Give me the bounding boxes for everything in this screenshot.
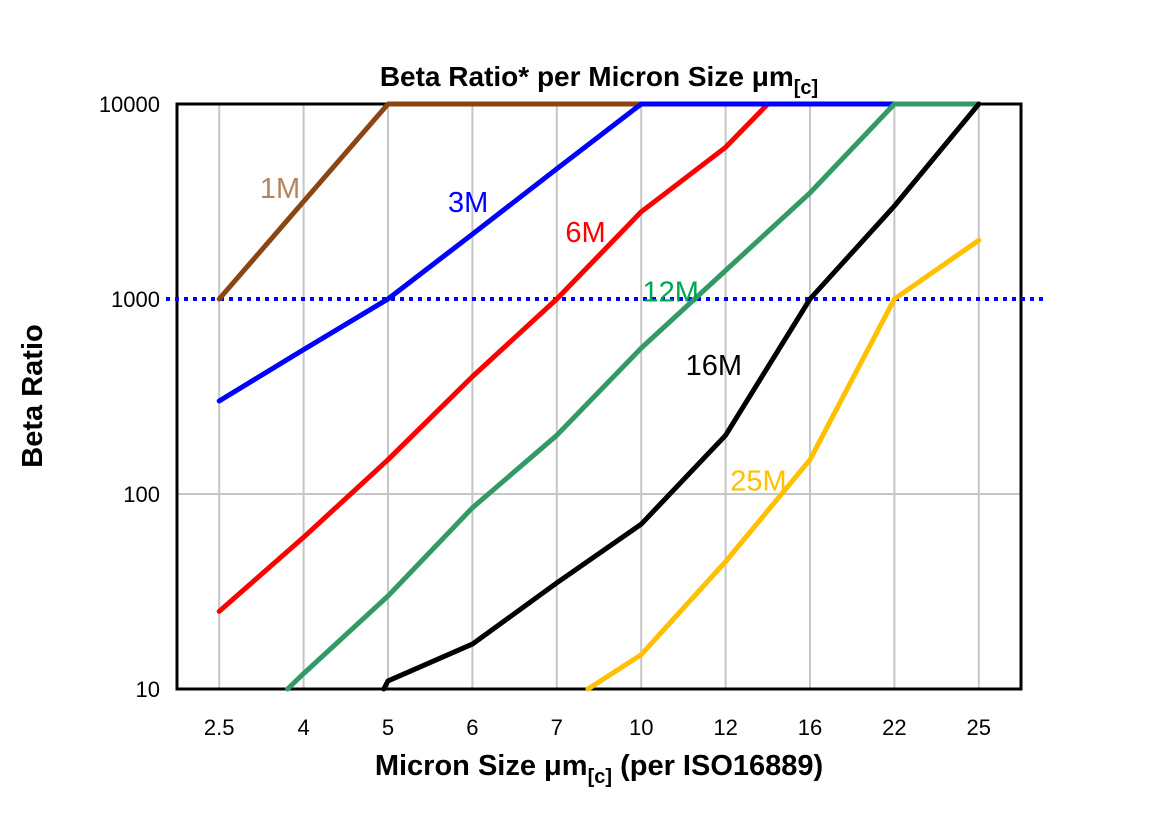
series-label-12M: 12M xyxy=(643,277,699,309)
y-tick-label: 100 xyxy=(123,482,160,507)
x-tick-label: 4 xyxy=(297,715,309,740)
series-lines xyxy=(216,101,982,692)
x-tick-label: 22 xyxy=(882,715,906,740)
series-line-16M xyxy=(381,101,982,692)
x-tick-label: 5 xyxy=(382,715,394,740)
x-tick-label: 6 xyxy=(466,715,478,740)
series-labels: 6M 1M 3M 12M 16M 25M xyxy=(260,173,787,498)
series-label-16M: 16M xyxy=(686,350,742,382)
series-label-1M: 1M xyxy=(260,173,300,205)
chart-title: Beta Ratio* per Micron Size μm[c] xyxy=(380,61,818,99)
series-label-25M: 25M xyxy=(730,466,786,498)
x-tick-label: 16 xyxy=(798,715,822,740)
x-tick-label: 25 xyxy=(967,715,991,740)
y-tick-label: 10 xyxy=(136,677,160,702)
x-tick-label: 10 xyxy=(629,715,653,740)
y-axis-title: Beta Ratio xyxy=(17,324,49,467)
y-tick-label: 1000 xyxy=(111,287,160,312)
series-line-12M xyxy=(285,101,982,692)
x-axis-title: Micron Size μm[c] (per ISO16889) xyxy=(375,750,823,788)
x-tick-label: 2.5 xyxy=(204,715,235,740)
x-tick-label: 12 xyxy=(713,715,737,740)
gridlines xyxy=(177,104,1021,689)
y-tick-label: 10000 xyxy=(99,92,160,117)
series-label-3M: 3M xyxy=(448,187,488,219)
series-line-3M xyxy=(216,101,982,404)
x-tick-label: 7 xyxy=(551,715,563,740)
series-label-6M: 6M xyxy=(565,217,605,249)
series-line-25M xyxy=(585,237,982,692)
axis-tick-labels: 10000 1000 100 10 2.5 4 5 6 7 10 12 16 22 25 xyxy=(99,92,991,740)
